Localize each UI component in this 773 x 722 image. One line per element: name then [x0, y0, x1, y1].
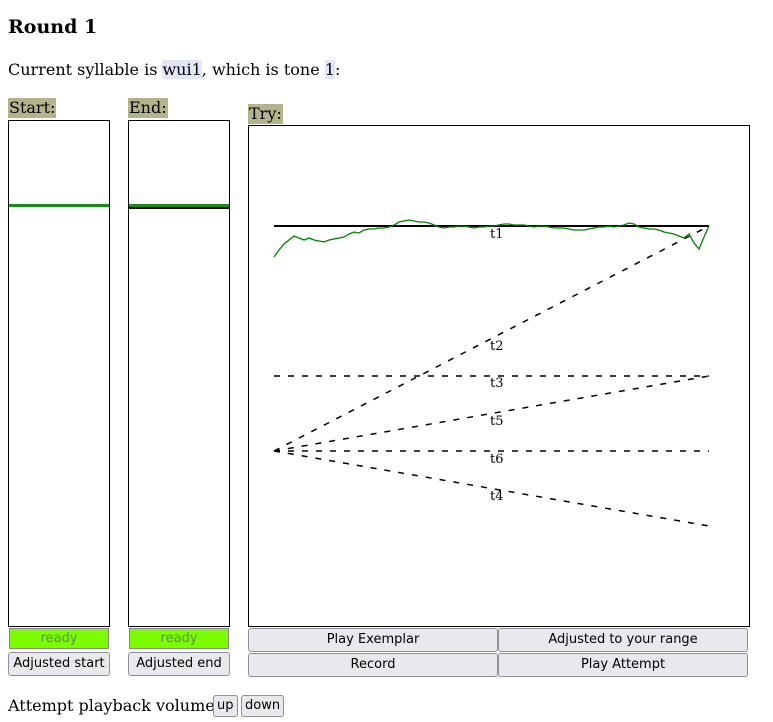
start-meter	[8, 120, 110, 627]
volume-down-button[interactable]: down	[241, 695, 285, 717]
current-tone: 1	[324, 60, 335, 79]
volume-up-button[interactable]: up	[213, 695, 238, 717]
tone-line-t4	[273, 450, 710, 527]
tone-plot-canvas: t1 t2 t3 t5 t6 t4	[273, 219, 710, 527]
tone-label-t2: t2	[490, 339, 504, 354]
tone-label-t1: t1	[490, 227, 504, 242]
try-label: Try:	[248, 104, 283, 124]
adjusted-end-button[interactable]: Adjusted end	[128, 652, 230, 676]
end-label: End:	[128, 98, 168, 118]
play-exemplar-button[interactable]: Play Exemplar	[248, 628, 498, 652]
end-meter	[128, 120, 230, 627]
end-status: ready	[129, 628, 229, 649]
adjusted-range-button[interactable]: Adjusted to your range	[498, 628, 748, 652]
tone-label-t6: t6	[490, 452, 504, 467]
start-meter-level	[9, 204, 109, 207]
tone-line-t2	[273, 225, 710, 452]
volume-label: Attempt playback volume:	[8, 696, 221, 715]
tone-line-t5	[273, 375, 710, 452]
pitch-trace	[273, 219, 710, 258]
start-label: Start:	[8, 98, 57, 118]
round-title: Round 1	[8, 16, 98, 38]
tone-label-t5: t5	[490, 414, 504, 429]
syllable-prefix: Current syllable is	[8, 60, 163, 79]
start-status: ready	[9, 628, 109, 649]
play-attempt-button[interactable]: Play Attempt	[498, 653, 748, 677]
end-meter-baseline	[129, 207, 229, 209]
tone-suffix: :	[334, 60, 341, 79]
record-button[interactable]: Record	[248, 653, 498, 677]
tone-label-t3: t3	[490, 376, 504, 391]
current-syllable: wui1	[162, 60, 202, 79]
tone-prefix: , which is tone	[201, 60, 325, 79]
syllable-info: Current syllable is wui1, which is tone …	[8, 58, 340, 82]
adjusted-start-button[interactable]: Adjusted start	[8, 652, 110, 676]
tone-plot: t1 t2 t3 t5 t6 t4	[248, 125, 750, 627]
end-meter-level	[129, 204, 229, 207]
tone-label-t4: t4	[490, 489, 504, 504]
